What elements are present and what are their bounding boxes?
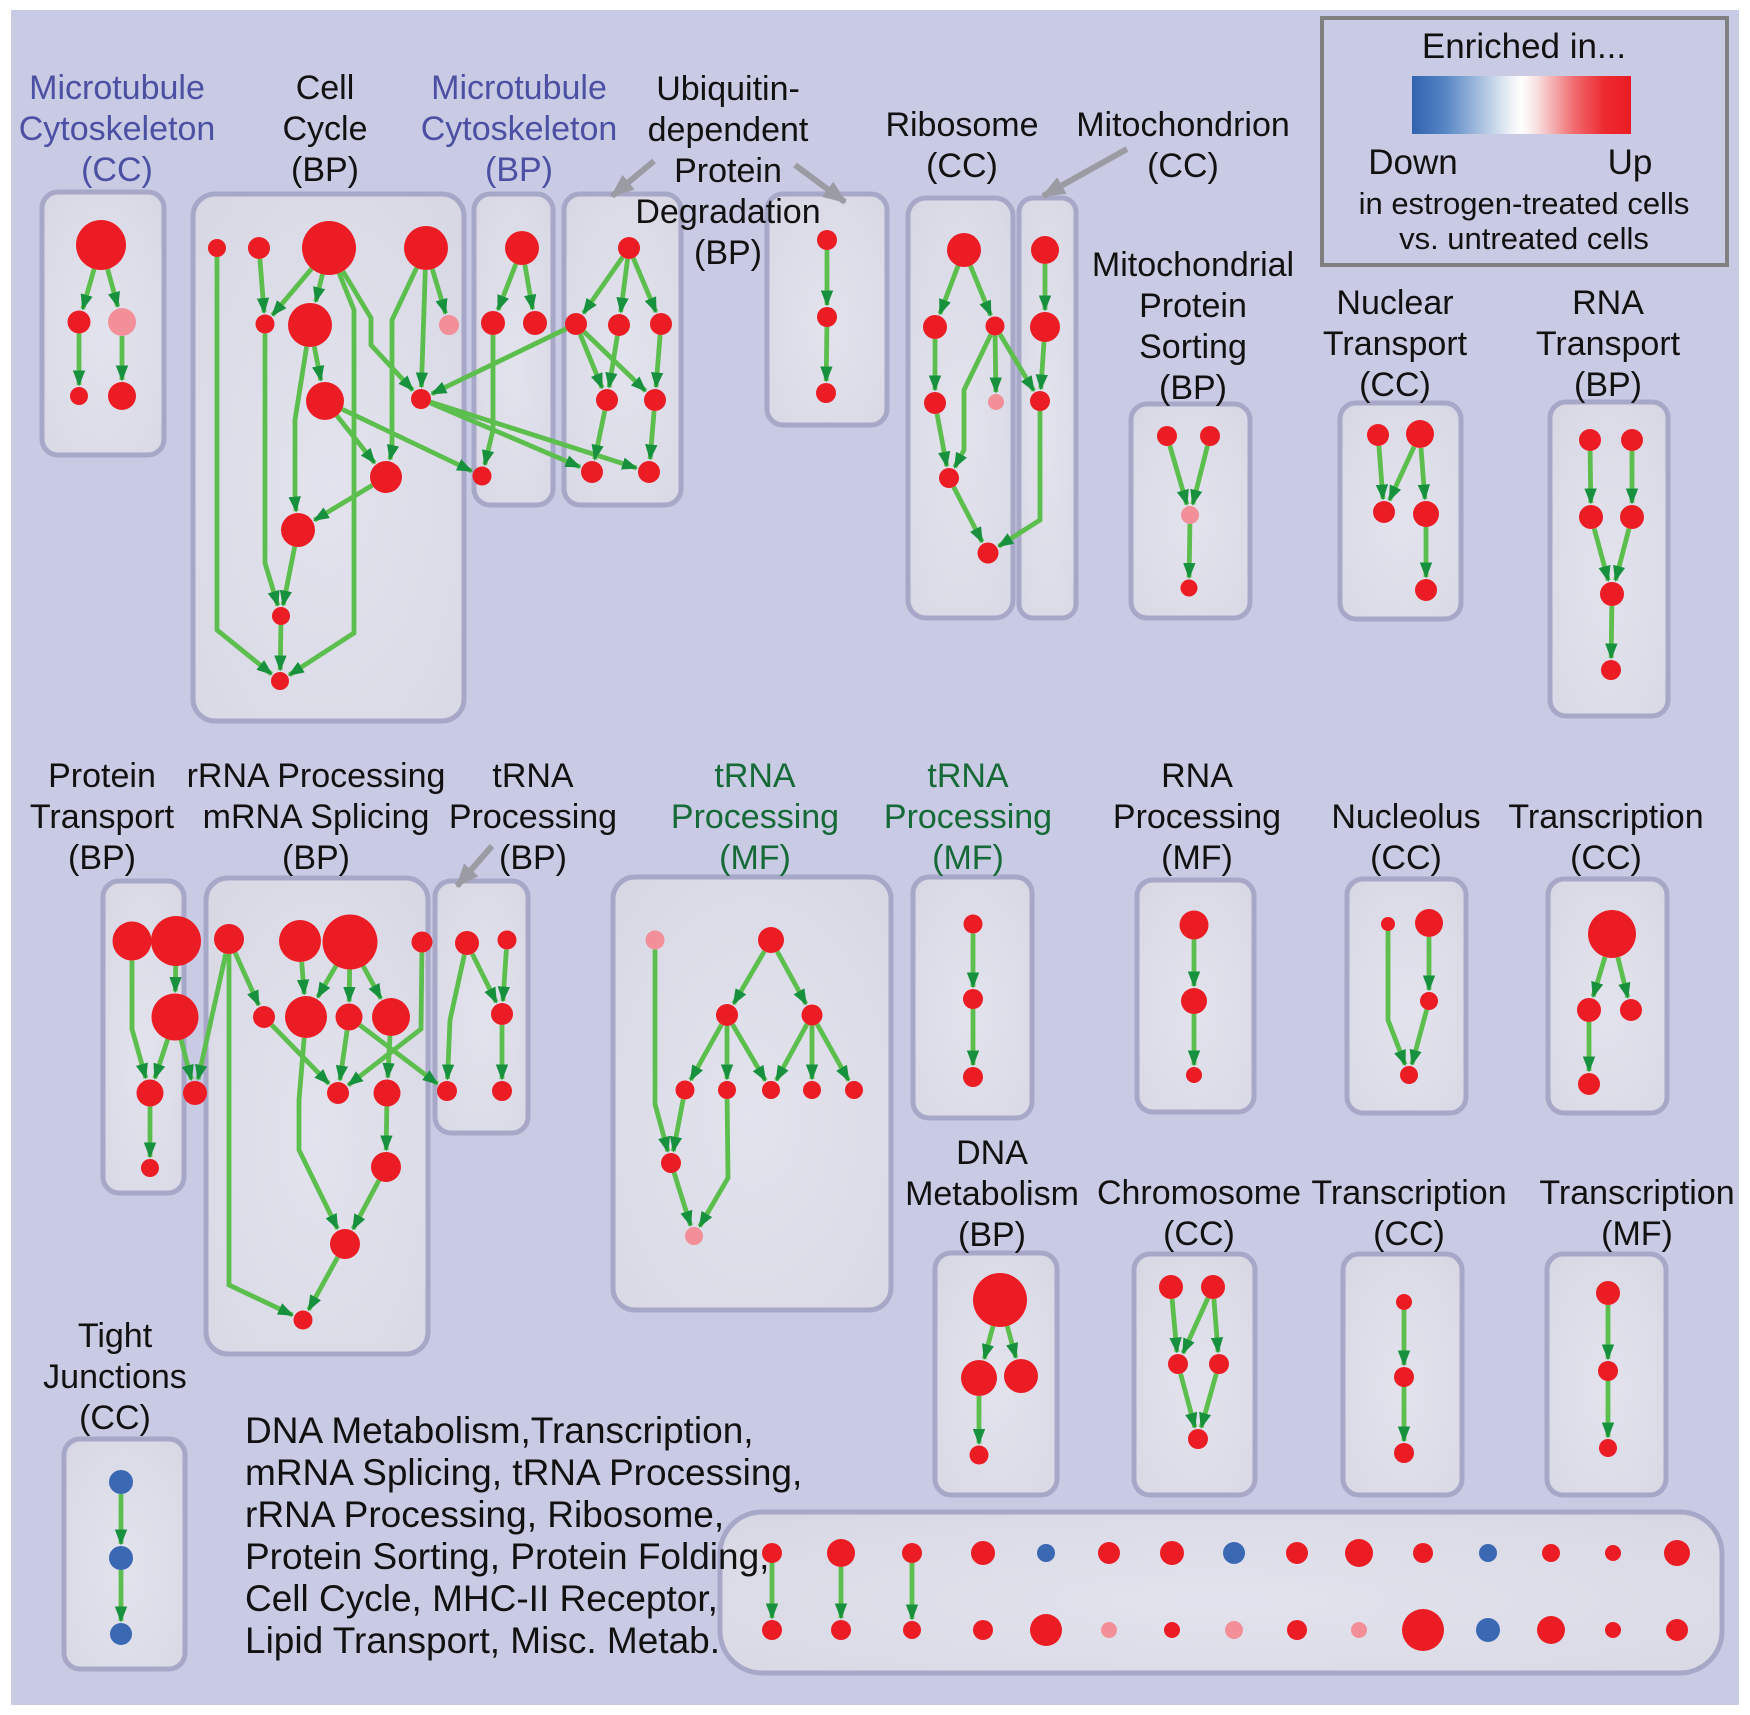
svg-text:Protein: Protein [674,152,782,190]
svg-text:(BP): (BP) [485,151,553,189]
svg-text:(BP): (BP) [958,1216,1026,1254]
svg-text:(BP): (BP) [1159,369,1227,407]
svg-text:(CC): (CC) [926,147,998,185]
svg-text:(CC): (CC) [79,1399,151,1437]
svg-text:(CC): (CC) [81,151,153,189]
svg-text:mRNA Splicing: mRNA Splicing [203,798,430,836]
svg-text:Mitochondrial: Mitochondrial [1092,246,1294,284]
svg-text:Cytoskeleton: Cytoskeleton [421,110,618,148]
svg-text:Transport: Transport [1323,325,1468,363]
svg-text:Cell: Cell [296,69,355,107]
svg-text:vs. untreated cells: vs. untreated cells [1399,221,1649,256]
svg-text:Processing: Processing [671,798,839,836]
svg-text:Transport: Transport [1536,325,1681,363]
svg-text:Processing: Processing [1113,798,1281,836]
svg-text:(BP): (BP) [291,151,359,189]
svg-text:(BP): (BP) [282,839,350,877]
svg-text:tRNA: tRNA [927,757,1009,795]
svg-text:Lipid Transport, Misc. Metab.: Lipid Transport, Misc. Metab. [245,1620,720,1661]
svg-text:Tight: Tight [78,1317,153,1355]
svg-text:Up: Up [1608,143,1653,182]
svg-text:(MF): (MF) [1601,1215,1673,1253]
svg-text:tRNA: tRNA [492,757,574,795]
svg-text:Transcription: Transcription [1508,798,1703,836]
svg-text:Processing: Processing [449,798,617,836]
svg-text:RNA: RNA [1161,757,1233,795]
svg-text:Mitochondrion: Mitochondrion [1076,106,1290,144]
svg-text:Sorting: Sorting [1139,328,1247,366]
svg-text:(BP): (BP) [499,839,567,877]
svg-text:Enriched in...: Enriched in... [1422,27,1626,66]
svg-text:in estrogen-treated cells: in estrogen-treated cells [1359,186,1690,221]
svg-text:Nucleolus: Nucleolus [1331,798,1480,836]
svg-text:(CC): (CC) [1570,839,1642,877]
svg-text:Cycle: Cycle [282,110,367,148]
svg-text:Ubiquitin-: Ubiquitin- [656,70,800,108]
svg-text:(CC): (CC) [1163,1215,1235,1253]
svg-text:(BP): (BP) [694,234,762,272]
svg-text:(MF): (MF) [1161,839,1233,877]
svg-text:Protein: Protein [48,757,156,795]
svg-text:mRNA Splicing, tRNA Processing: mRNA Splicing, tRNA Processing, [245,1452,802,1493]
svg-text:Protein Sorting, Protein Foldi: Protein Sorting, Protein Folding, [245,1536,769,1577]
svg-text:Nuclear: Nuclear [1336,284,1453,322]
svg-text:Cytoskeleton: Cytoskeleton [19,110,216,148]
svg-text:(MF): (MF) [719,839,791,877]
svg-text:Transcription: Transcription [1311,1174,1506,1212]
svg-text:(BP): (BP) [68,839,136,877]
svg-text:Cell Cycle, MHC-II Receptor,: Cell Cycle, MHC-II Receptor, [245,1578,718,1619]
svg-text:Microtubule: Microtubule [29,69,205,107]
svg-text:dependent: dependent [648,111,809,149]
svg-text:Metabolism: Metabolism [905,1175,1079,1213]
svg-text:rRNA Processing, Ribosome,: rRNA Processing, Ribosome, [245,1494,724,1535]
svg-text:Transcription: Transcription [1539,1174,1734,1212]
svg-text:Chromosome: Chromosome [1097,1174,1301,1212]
svg-text:Degradation: Degradation [635,193,820,231]
svg-text:RNA: RNA [1572,284,1644,322]
svg-text:DNA Metabolism,Transcription,: DNA Metabolism,Transcription, [245,1410,754,1451]
svg-text:(BP): (BP) [1574,366,1642,404]
svg-text:Junctions: Junctions [43,1358,187,1396]
svg-text:Transport: Transport [30,798,175,836]
svg-text:(CC): (CC) [1359,366,1431,404]
svg-text:Microtubule: Microtubule [431,69,607,107]
svg-text:Ribosome: Ribosome [885,106,1038,144]
svg-text:(MF): (MF) [932,839,1004,877]
svg-text:(CC): (CC) [1370,839,1442,877]
svg-text:Protein: Protein [1139,287,1247,325]
svg-text:rRNA Processing: rRNA Processing [187,757,446,795]
svg-text:tRNA: tRNA [714,757,796,795]
svg-text:(CC): (CC) [1373,1215,1445,1253]
svg-text:Down: Down [1368,143,1457,182]
svg-text:DNA: DNA [956,1134,1028,1172]
svg-text:(CC): (CC) [1147,147,1219,185]
svg-text:Processing: Processing [884,798,1052,836]
